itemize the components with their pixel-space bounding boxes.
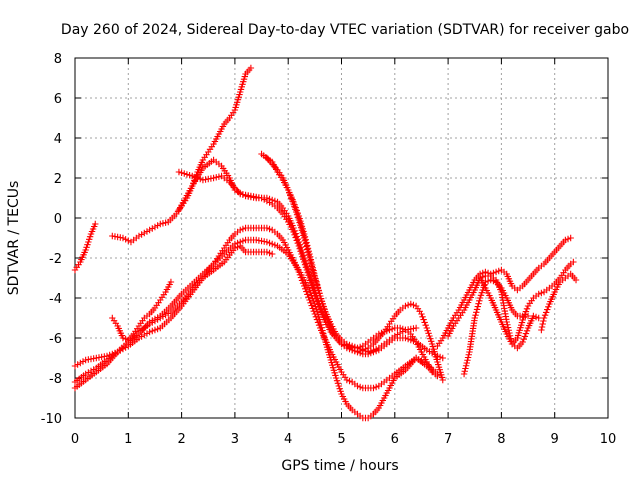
y-tick-label: 0 — [54, 212, 62, 227]
y-axis-label: SDTVAR / TECUs — [6, 181, 22, 296]
marker-trace — [263, 154, 420, 356]
x-tick-label: 1 — [124, 432, 132, 447]
x-tick-label: 3 — [231, 432, 239, 447]
y-tick-label: 8 — [54, 52, 62, 67]
x-tick-label: 2 — [177, 432, 185, 447]
series-15 — [538, 270, 580, 334]
x-tick-label: 5 — [337, 432, 345, 447]
y-tick-label: -2 — [49, 252, 62, 267]
series-1 — [71, 220, 99, 274]
x-axis-label: GPS time / hours — [281, 458, 398, 474]
y-tick-label: 2 — [54, 172, 62, 187]
x-tick-label: 4 — [284, 432, 292, 447]
x-axis-ticks: 0 1 2 3 4 5 6 7 8 9 10 — [71, 58, 616, 447]
x-tick-label: 9 — [551, 432, 559, 447]
marker-trace — [71, 236, 441, 422]
x-tick-label: 8 — [497, 432, 505, 447]
marker-trace — [175, 168, 436, 376]
x-tick-label: 10 — [600, 432, 617, 447]
marker-trace — [109, 278, 175, 344]
series-9 — [71, 236, 441, 422]
y-tick-label: 4 — [54, 132, 62, 147]
x-tick-label: 0 — [71, 432, 79, 447]
series-10 — [109, 278, 175, 344]
grid-lines — [75, 58, 608, 418]
chart-title: Day 260 of 2024, Sidereal Day-to-day VTE… — [61, 22, 629, 38]
y-tick-label: -6 — [49, 332, 62, 347]
y-tick-label: 6 — [54, 92, 62, 107]
series-4 — [175, 168, 436, 376]
y-tick-label: -4 — [49, 292, 62, 307]
y-tick-label: -10 — [41, 412, 62, 427]
marker-trace — [538, 270, 580, 334]
x-tick-label: 7 — [444, 432, 452, 447]
y-axis-ticks: -10 -8 -6 -4 -2 0 2 4 6 8 — [41, 52, 608, 427]
y-tick-label: -8 — [49, 372, 62, 387]
series-14 — [476, 274, 542, 352]
series-6 — [263, 154, 420, 356]
data-marks — [71, 64, 580, 422]
marker-trace — [71, 220, 99, 274]
marker-trace — [476, 274, 542, 352]
x-tick-label: 6 — [391, 432, 399, 447]
